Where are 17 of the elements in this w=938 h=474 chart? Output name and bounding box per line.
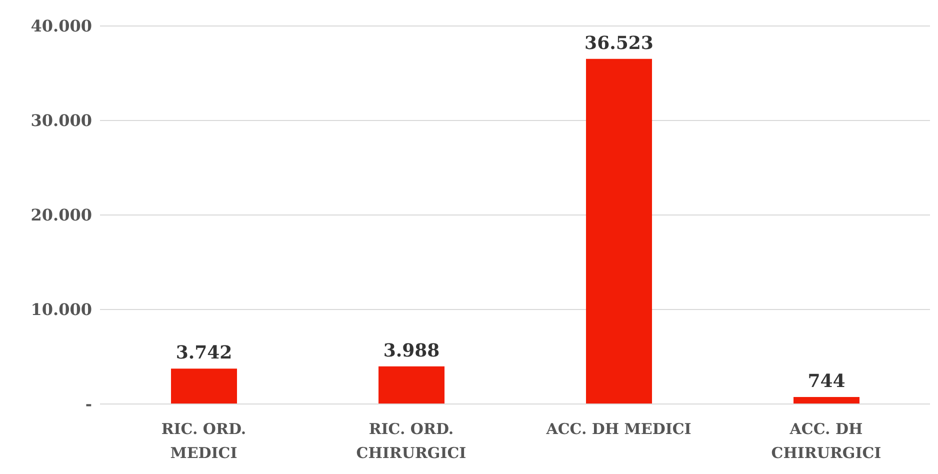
x-tick-label: ACC. DH MEDICI	[545, 420, 692, 438]
bar	[586, 58, 652, 404]
data-label: 3.988	[383, 340, 440, 362]
bar	[378, 366, 444, 404]
x-tick-label: RIC. ORD. MEDICI	[161, 420, 246, 462]
x-tick-label: RIC. ORD. CHIRURGICI	[356, 420, 466, 462]
bar	[171, 368, 237, 404]
data-label: 36.523	[584, 32, 654, 54]
y-tick-label: 20.000	[30, 206, 92, 225]
data-label: 744	[808, 370, 846, 392]
data-label: 3.742	[176, 342, 232, 364]
y-tick-label: 40.000	[30, 16, 92, 36]
y-tick-label: 10.000	[30, 300, 92, 320]
x-tick-label: ACC. DH CHIRURGICI	[771, 420, 882, 462]
bar	[794, 396, 860, 404]
y-tick-label: 30.000	[30, 111, 92, 130]
y-tick-label: -	[85, 394, 92, 414]
